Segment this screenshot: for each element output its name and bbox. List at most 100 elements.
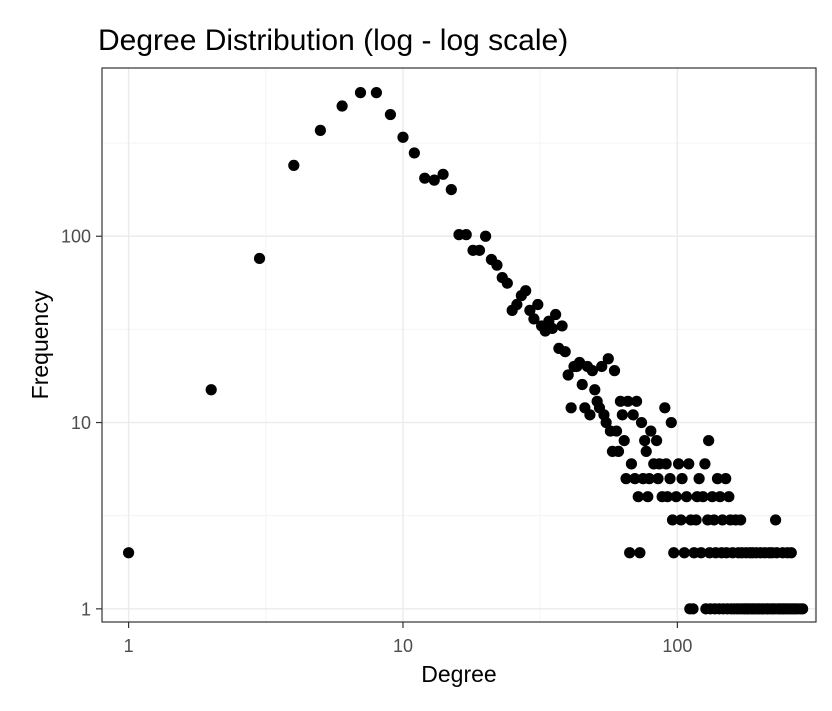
data-point: [556, 320, 568, 332]
data-point: [550, 308, 562, 321]
data-point: [675, 514, 687, 526]
data-point: [608, 365, 621, 377]
data-point: [532, 298, 544, 311]
data-point: [479, 230, 492, 242]
data-point: [589, 384, 601, 396]
data-point: [612, 445, 625, 458]
data-point: [397, 131, 409, 143]
data-point: [618, 435, 630, 447]
x-tick-label: 10: [393, 636, 413, 656]
data-point: [706, 491, 718, 503]
data-point: [639, 435, 651, 447]
data-point: [314, 124, 326, 136]
data-point: [336, 100, 348, 112]
data-point: [460, 229, 472, 241]
panel-border: [101, 67, 817, 623]
data-point: [630, 395, 643, 407]
y-axis-title: Frequency: [27, 290, 53, 399]
y-axis: 1 10 100: [61, 227, 102, 619]
data-point: [695, 547, 707, 559]
data-point: [632, 491, 644, 503]
data-point: [437, 168, 449, 180]
data-point: [642, 491, 654, 503]
data-point: [670, 491, 682, 503]
x-tick-label: 100: [662, 636, 692, 656]
data-point: [408, 147, 420, 159]
data-point: [559, 346, 571, 358]
data-point: [600, 416, 612, 429]
data-point: [680, 491, 693, 503]
data-point: [635, 416, 648, 429]
panel-background: [102, 68, 816, 622]
data-point: [640, 445, 652, 458]
data-point: [661, 491, 674, 503]
data-point: [253, 252, 266, 265]
data-point: [629, 473, 641, 485]
y-tick-label: 100: [61, 227, 91, 247]
data-point: [645, 425, 657, 437]
data-point: [610, 425, 623, 437]
data-point: [678, 547, 690, 559]
y-tick-label: 1: [81, 599, 91, 619]
data-point: [683, 458, 695, 470]
data-point: [625, 458, 638, 470]
data-point: [384, 108, 397, 121]
data-point: [690, 514, 702, 526]
x-axis-title: Degree: [421, 661, 496, 687]
data-point: [708, 514, 720, 526]
data-point: [643, 473, 655, 485]
data-point: [687, 603, 699, 615]
plot-panel: [101, 67, 817, 623]
data-point: [491, 259, 503, 271]
data-point: [428, 174, 440, 186]
data-point: [668, 547, 680, 559]
data-point: [528, 313, 540, 325]
data-point: [699, 458, 711, 470]
data-point: [511, 298, 523, 311]
data-point: [664, 473, 676, 485]
data-point: [652, 473, 664, 485]
data-point: [785, 547, 797, 559]
data-point: [370, 87, 382, 99]
data-point: [770, 514, 782, 526]
data-point: [562, 369, 574, 381]
data-point: [659, 402, 671, 414]
data-point: [624, 547, 636, 559]
data-point: [720, 473, 732, 485]
data-point: [660, 458, 672, 470]
data-point: [501, 277, 513, 289]
data-point: [622, 395, 634, 407]
data-point: [693, 473, 705, 485]
data-points: [122, 87, 809, 615]
data-point: [797, 603, 809, 615]
data-point: [596, 360, 608, 373]
x-tick-label: 1: [124, 636, 134, 656]
data-point: [546, 322, 558, 335]
data-point: [716, 514, 729, 526]
data-point: [524, 304, 536, 316]
data-point: [711, 473, 724, 485]
data-point: [714, 491, 726, 503]
data-point: [723, 491, 735, 503]
data-point: [586, 365, 598, 377]
data-point: [666, 514, 679, 526]
data-point: [616, 409, 628, 421]
data-point: [576, 378, 588, 391]
data-point: [419, 172, 431, 184]
chart-title: Degree Distribution (log - log scale): [98, 24, 568, 57]
data-point: [634, 547, 646, 559]
data-point: [602, 353, 614, 365]
data-point: [735, 514, 747, 526]
data-point: [584, 409, 596, 421]
data-point: [676, 473, 688, 485]
data-point: [205, 384, 217, 396]
x-axis: 1 10 100: [124, 622, 692, 656]
data-point: [473, 244, 486, 256]
data-point: [520, 285, 532, 297]
data-point: [627, 409, 639, 421]
data-point: [665, 416, 677, 429]
y-tick-label: 10: [71, 413, 91, 433]
data-point: [565, 402, 577, 414]
data-point: [697, 491, 709, 503]
